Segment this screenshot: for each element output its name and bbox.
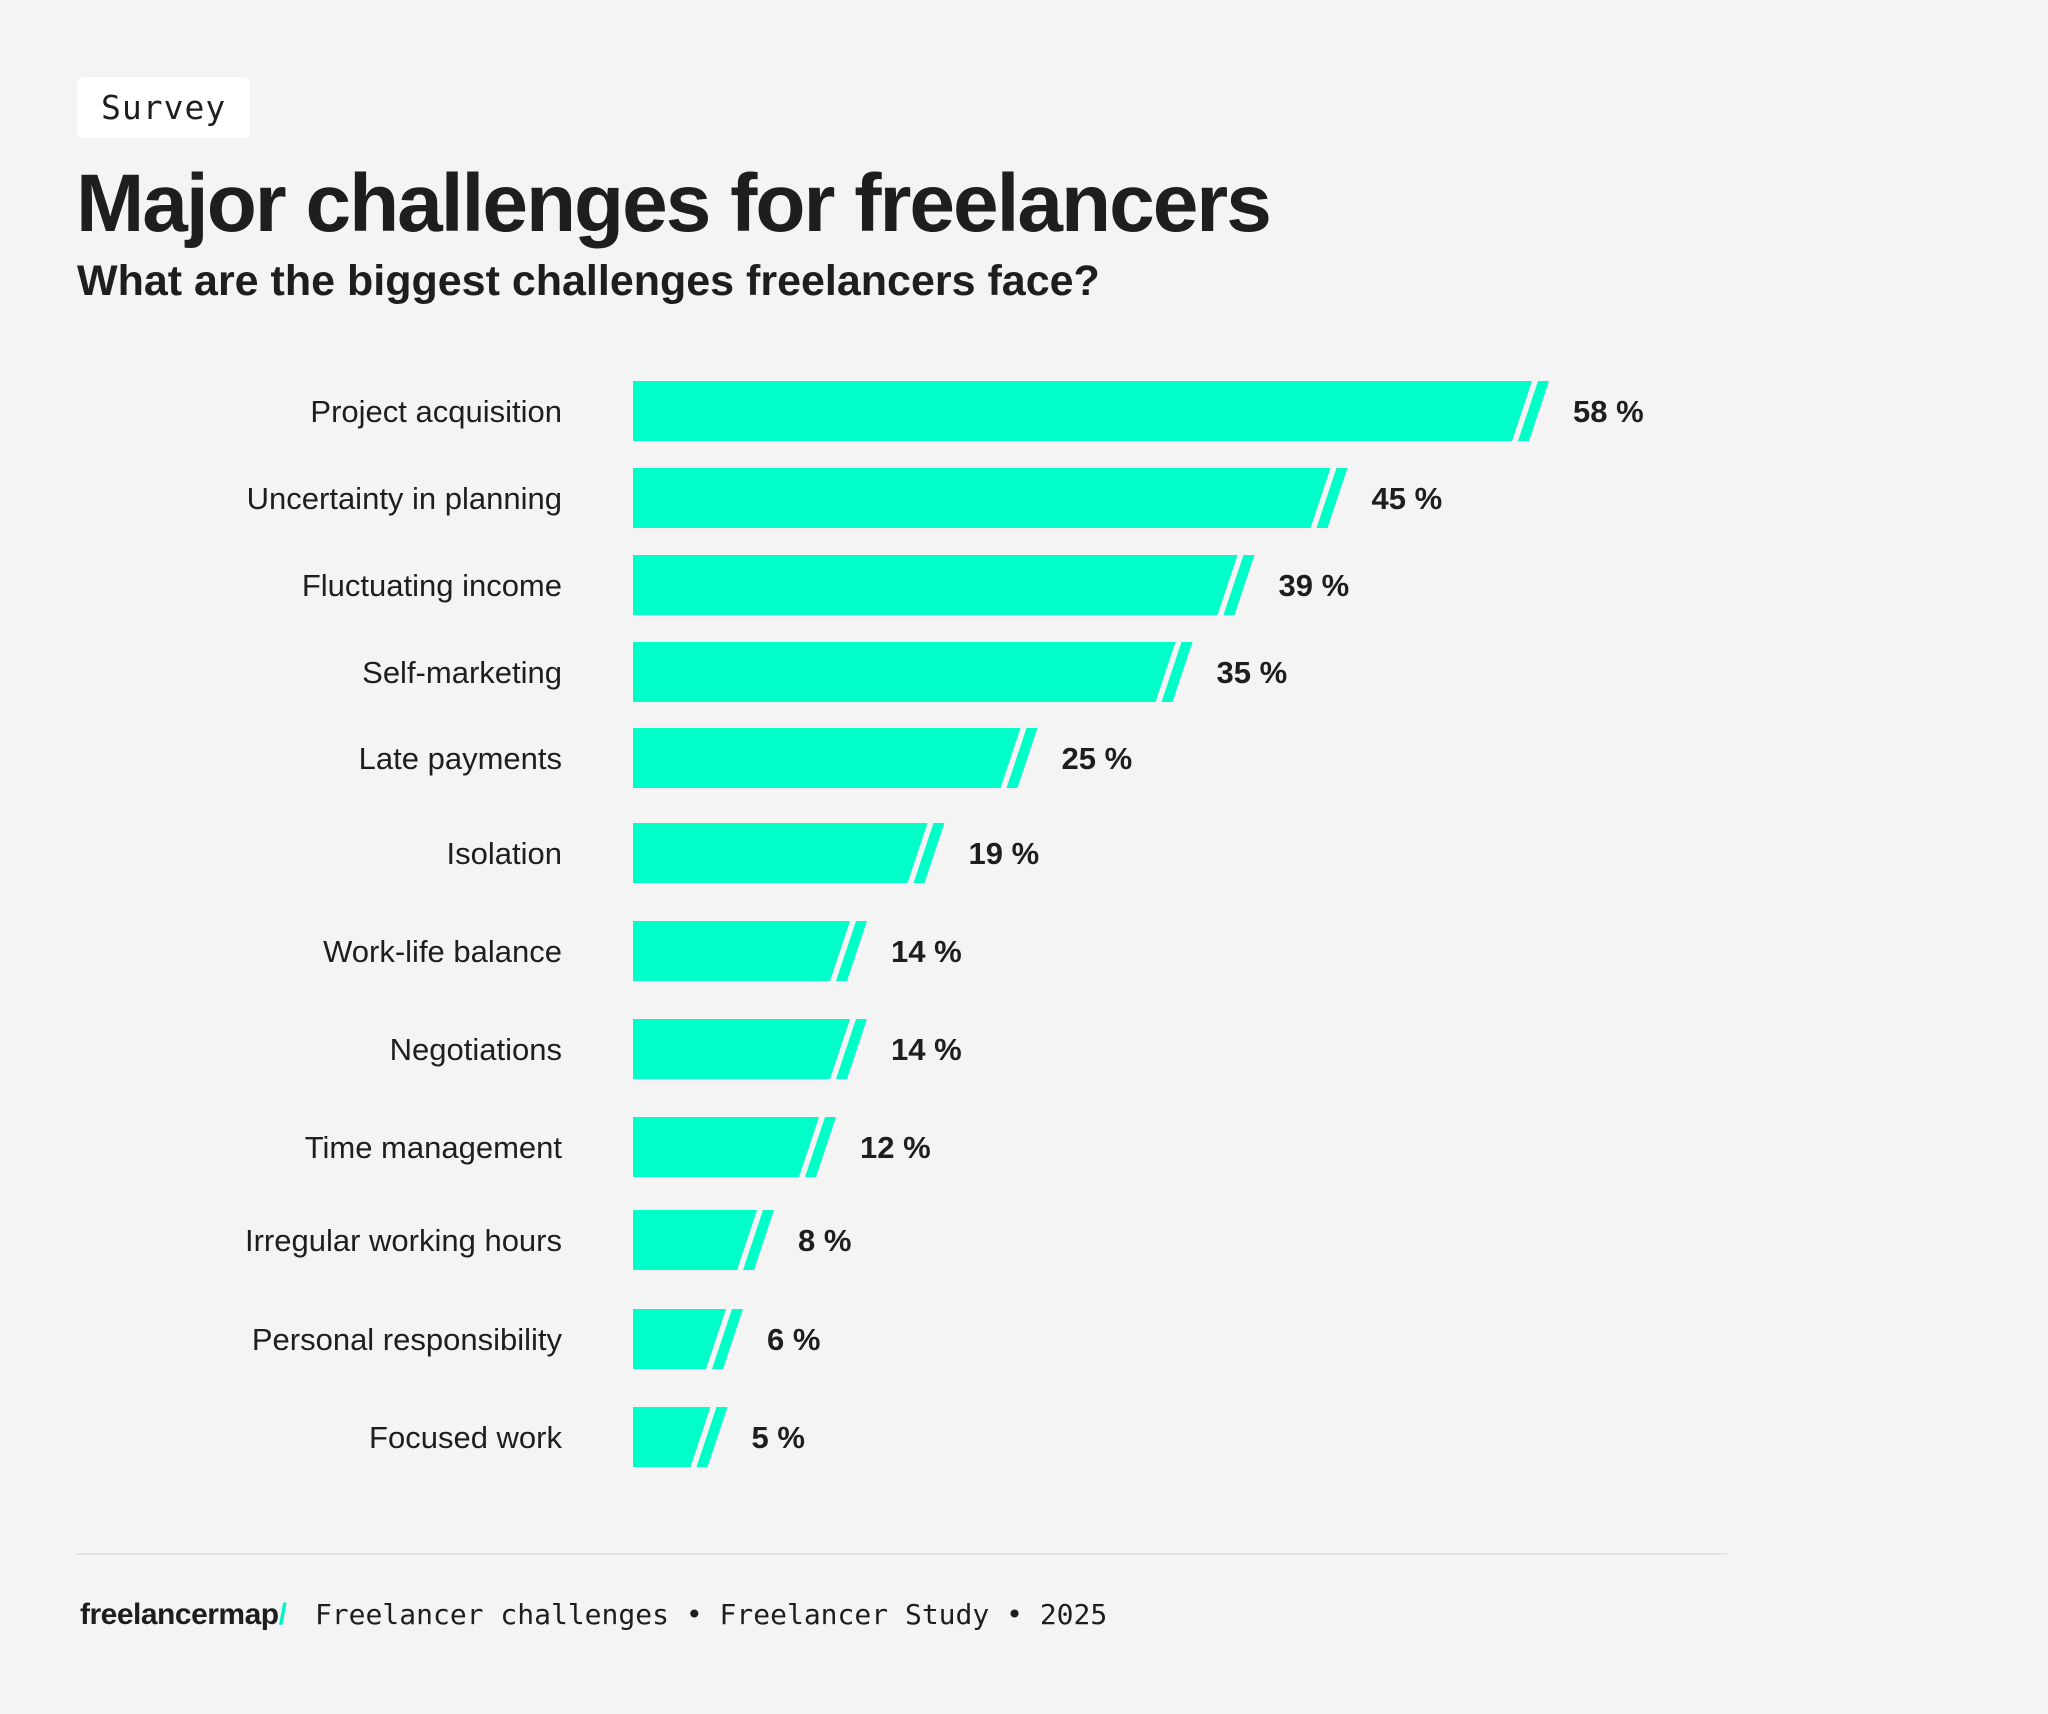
value-label: 19 % (969, 836, 1040, 871)
category-label: Irregular working hours (245, 1223, 562, 1258)
value-label: 12 % (860, 1130, 931, 1165)
bar-slash (1161, 642, 1193, 702)
category-label: Personal responsibility (252, 1322, 563, 1357)
value-label: 39 % (1279, 568, 1350, 603)
bar (633, 823, 928, 883)
bar-slash (836, 921, 867, 981)
value-label: 25 % (1062, 741, 1133, 776)
value-label: 45 % (1372, 481, 1443, 516)
category-label: Work-life balance (323, 934, 562, 969)
category-label: Isolation (447, 836, 562, 871)
bar (633, 468, 1331, 528)
category-label: Negotiations (390, 1032, 562, 1067)
category-label: Time management (305, 1130, 563, 1165)
bar (633, 1019, 850, 1079)
bar (633, 381, 1532, 441)
bar-slash (1223, 555, 1255, 615)
category-label: Uncertainty in planning (247, 481, 562, 516)
value-label: 14 % (891, 1032, 962, 1067)
footer: freelancermap / Freelancer challenges • … (80, 1598, 1107, 1632)
value-label: 8 % (798, 1223, 851, 1258)
brand-logo: freelancermap (80, 1598, 279, 1631)
bar (633, 1407, 711, 1467)
bar-slash (712, 1309, 743, 1369)
bar (633, 1309, 726, 1369)
bar (633, 555, 1238, 615)
category-label: Fluctuating income (302, 568, 562, 603)
value-label: 35 % (1217, 655, 1288, 690)
bar-slash (913, 823, 945, 883)
bar-slash (696, 1407, 728, 1467)
bar-slash (805, 1117, 836, 1177)
chart-title: Major challenges for freelancers (76, 158, 1272, 249)
bar-slash (1518, 381, 1549, 441)
footer-caption: Freelancer challenges • Freelancer Study… (314, 1598, 1108, 1631)
bar-slash (1006, 728, 1038, 788)
value-label: 6 % (767, 1322, 820, 1357)
value-label: 5 % (752, 1420, 805, 1455)
bar (633, 642, 1176, 702)
category-label: Project acquisition (310, 394, 562, 429)
brand-logo-slash: / (278, 1598, 287, 1631)
bar (633, 1210, 757, 1270)
bar-slash (743, 1210, 774, 1270)
bar (633, 921, 850, 981)
footer-divider (77, 1553, 1727, 1555)
value-label: 58 % (1573, 394, 1644, 429)
category-label: Focused work (369, 1420, 562, 1455)
value-label: 14 % (891, 934, 962, 969)
category-label: Late payments (359, 741, 562, 776)
category-label: Self-marketing (362, 655, 562, 690)
bar (633, 1117, 819, 1177)
bar-chart: Project acquisition 58 % Uncertainty in pl… (245, 381, 1644, 1467)
chart-subtitle: What are the biggest challenges freelanc… (77, 257, 1100, 305)
survey-tag: Survey (77, 77, 251, 138)
bar-slash (1316, 468, 1348, 528)
bar-slash (836, 1019, 867, 1079)
bar (633, 728, 1021, 788)
